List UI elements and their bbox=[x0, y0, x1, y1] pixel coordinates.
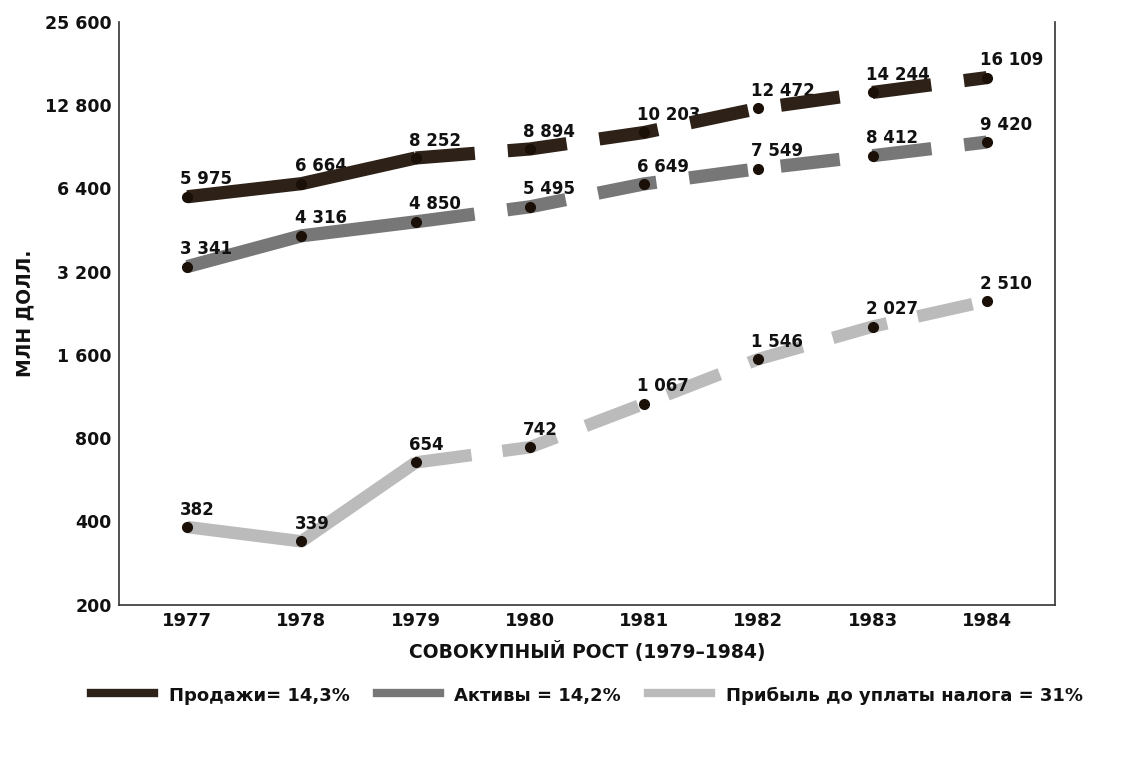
Text: 382: 382 bbox=[180, 500, 215, 519]
Text: 8 252: 8 252 bbox=[408, 131, 460, 150]
Text: 6 649: 6 649 bbox=[637, 158, 689, 176]
Text: 2 510: 2 510 bbox=[980, 274, 1032, 293]
Text: 16 109: 16 109 bbox=[980, 51, 1043, 69]
Text: 3 341: 3 341 bbox=[180, 240, 232, 258]
Legend: Продажи= 14,3%, Активы = 14,2%, Прибыль до уплаты налога = 31%: Продажи= 14,3%, Активы = 14,2%, Прибыль … bbox=[84, 678, 1090, 713]
Text: 1 067: 1 067 bbox=[637, 378, 689, 395]
Text: 339: 339 bbox=[295, 515, 329, 533]
Text: 9 420: 9 420 bbox=[980, 116, 1032, 134]
Text: 4 850: 4 850 bbox=[408, 196, 460, 214]
Text: 4 316: 4 316 bbox=[295, 210, 347, 228]
Text: 5 495: 5 495 bbox=[523, 180, 575, 198]
Text: 742: 742 bbox=[523, 421, 558, 439]
Text: 7 549: 7 549 bbox=[752, 142, 804, 160]
Text: 6 664: 6 664 bbox=[295, 157, 346, 176]
Text: 10 203: 10 203 bbox=[637, 106, 701, 124]
Text: 5 975: 5 975 bbox=[180, 170, 232, 188]
Y-axis label: МЛН ДОЛЛ.: МЛН ДОЛЛ. bbox=[15, 249, 34, 377]
Text: 8 412: 8 412 bbox=[865, 129, 917, 148]
Text: 1 546: 1 546 bbox=[752, 333, 803, 350]
Text: 654: 654 bbox=[408, 436, 443, 454]
Text: 12 472: 12 472 bbox=[752, 82, 815, 100]
Text: 2 027: 2 027 bbox=[865, 300, 917, 319]
Text: 14 244: 14 244 bbox=[865, 66, 930, 84]
X-axis label: СОВОКУПНЫЙ РОСТ (1979–1984): СОВОКУПНЫЙ РОСТ (1979–1984) bbox=[408, 641, 765, 662]
Text: 8 894: 8 894 bbox=[523, 123, 575, 141]
